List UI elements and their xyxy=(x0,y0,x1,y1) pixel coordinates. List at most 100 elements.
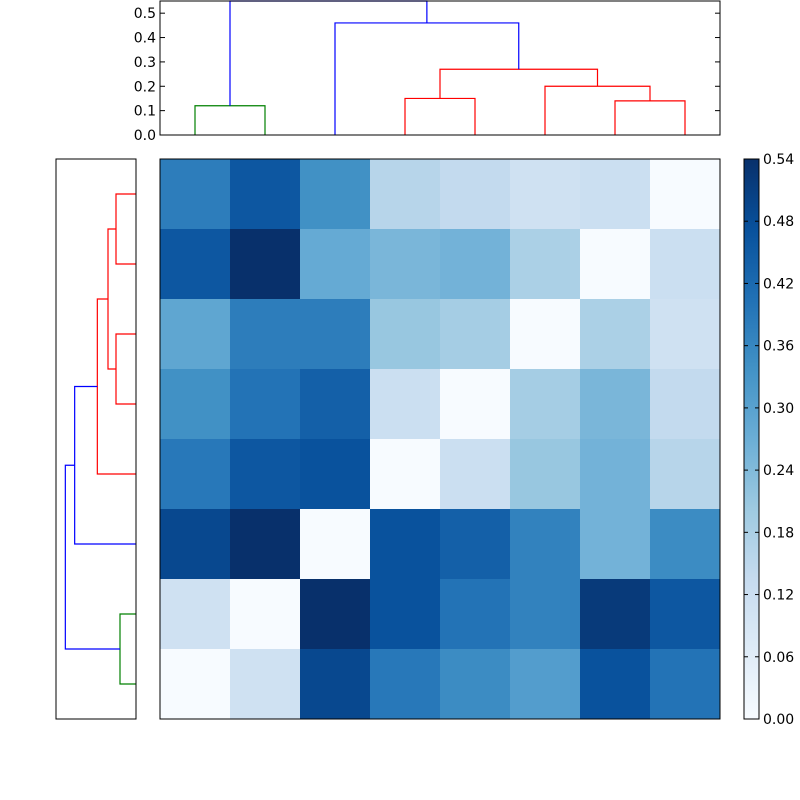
left-dendrogram-link xyxy=(115,333,136,405)
heatmap-cell xyxy=(160,299,231,370)
colorbar-tick-label: 0.54 xyxy=(763,152,794,168)
heatmap-cell xyxy=(370,439,441,510)
heatmap-cell xyxy=(230,649,301,720)
left-dendrogram-link xyxy=(74,385,136,545)
heatmap-cell xyxy=(230,369,301,440)
top-dendrogram-link xyxy=(439,68,599,99)
top-dendrogram-link xyxy=(544,85,651,135)
colorbar-tick-label: 0.30 xyxy=(763,401,794,417)
heatmap-cell xyxy=(370,579,441,650)
heatmap-cell xyxy=(370,229,441,300)
top-dendrogram xyxy=(194,0,686,135)
heatmap-cell xyxy=(300,509,371,580)
colorbar-tick-label: 0.12 xyxy=(763,588,794,604)
heatmap-cell xyxy=(300,159,371,230)
heatmap-cell xyxy=(300,439,371,510)
heatmap-cell xyxy=(580,439,651,510)
left-dendrogram-link xyxy=(96,298,136,475)
left-dendrogram-link xyxy=(64,464,120,650)
top-dendrogram-tick-label: 0.1 xyxy=(134,104,156,120)
heatmap-cell xyxy=(440,509,511,580)
heatmap-cell xyxy=(160,229,231,300)
heatmap-cell xyxy=(160,439,231,510)
heatmap-cell xyxy=(580,299,651,370)
heatmap-cell xyxy=(230,509,301,580)
heatmap-cell xyxy=(510,439,581,510)
top-dendrogram-tick-label: 0.0 xyxy=(134,128,156,144)
colorbar-tick-label: 0.06 xyxy=(763,650,794,666)
heatmap-cell xyxy=(230,229,301,300)
heatmap-cell xyxy=(650,509,721,580)
colorbar-tick-label: 0.42 xyxy=(763,276,794,292)
heatmap-cell xyxy=(230,159,301,230)
heatmap-cell xyxy=(580,579,651,650)
colorbar-tick-label: 0.00 xyxy=(763,712,794,728)
heatmap-cell xyxy=(510,579,581,650)
heatmap-cell xyxy=(650,299,721,370)
heatmap-cell xyxy=(510,509,581,580)
colorbar xyxy=(743,158,760,720)
heatmap-cell xyxy=(510,159,581,230)
top-dendrogram-link xyxy=(334,22,520,135)
heatmap-cell xyxy=(230,299,301,370)
heatmap-cell xyxy=(510,369,581,440)
heatmap-cell xyxy=(440,229,511,300)
heatmap-cell xyxy=(370,509,441,580)
heatmap-cell xyxy=(650,369,721,440)
heatmap-cell xyxy=(650,439,721,510)
heatmap-cell xyxy=(650,229,721,300)
heatmap-cell xyxy=(160,159,231,230)
heatmap-cell xyxy=(370,369,441,440)
top-dendrogram-tick-label: 0.5 xyxy=(134,6,156,22)
heatmap-frame xyxy=(159,158,721,720)
heatmap-cell xyxy=(580,369,651,440)
left-dendrogram-link xyxy=(107,228,116,370)
heatmap-cell xyxy=(440,369,511,440)
heatmap-cell xyxy=(370,649,441,720)
top-dendrogram-link xyxy=(194,105,266,135)
heatmap-cell xyxy=(300,299,371,370)
heatmap-cell xyxy=(440,159,511,230)
heatmap-cell xyxy=(440,579,511,650)
heatmap-cell xyxy=(580,509,651,580)
heatmap-cell xyxy=(580,649,651,720)
colorbar-tick-label: 0.48 xyxy=(763,214,794,230)
heatmap-cell xyxy=(300,579,371,650)
heatmap-cell xyxy=(230,579,301,650)
left-dendrogram-link xyxy=(119,613,136,685)
left-dendrogram-link xyxy=(115,193,136,265)
top-dendrogram-y-axis: 0.0 0.1 0.2 0.3 0.4 0.5 xyxy=(134,6,720,144)
colorbar-tick-label: 0.18 xyxy=(763,525,794,541)
top-dendrogram-frame xyxy=(159,0,721,136)
top-dendrogram-tick-label: 0.3 xyxy=(134,55,156,71)
heatmap-cell xyxy=(370,299,441,370)
heatmap-cell xyxy=(230,439,301,510)
heatmap-cell xyxy=(300,649,371,720)
top-dendrogram-tick-label: 0.2 xyxy=(134,79,156,95)
heatmap-cells xyxy=(160,159,721,720)
heatmap-cell xyxy=(300,229,371,300)
colorbar-tick-label: 0.24 xyxy=(763,463,794,479)
colorbar-axis: 0.00 0.06 0.12 0.18 0.24 0.30 0.36 0.42 0.48 0.54 xyxy=(744,152,794,728)
heatmap-cell xyxy=(510,229,581,300)
left-dendrogram-frame xyxy=(55,158,137,720)
heatmap-cell xyxy=(650,579,721,650)
heatmap-cell xyxy=(510,299,581,370)
heatmap-cell xyxy=(440,649,511,720)
top-dendrogram-link xyxy=(614,100,686,135)
heatmap-cell xyxy=(650,159,721,230)
heatmap-cell xyxy=(580,229,651,300)
heatmap-cell xyxy=(440,439,511,510)
heatmap-cell xyxy=(440,299,511,370)
heatmap-cell xyxy=(370,159,441,230)
top-dendrogram-tick-label: 0.4 xyxy=(134,31,156,47)
heatmap-cell xyxy=(650,649,721,720)
heatmap-cell xyxy=(300,369,371,440)
colorbar-tick-label: 0.36 xyxy=(763,339,794,355)
top-dendrogram-link xyxy=(229,0,428,106)
heatmap-cell xyxy=(510,649,581,720)
heatmap-cell xyxy=(160,579,231,650)
top-dendrogram-link xyxy=(404,97,476,135)
heatmap-cell xyxy=(580,159,651,230)
